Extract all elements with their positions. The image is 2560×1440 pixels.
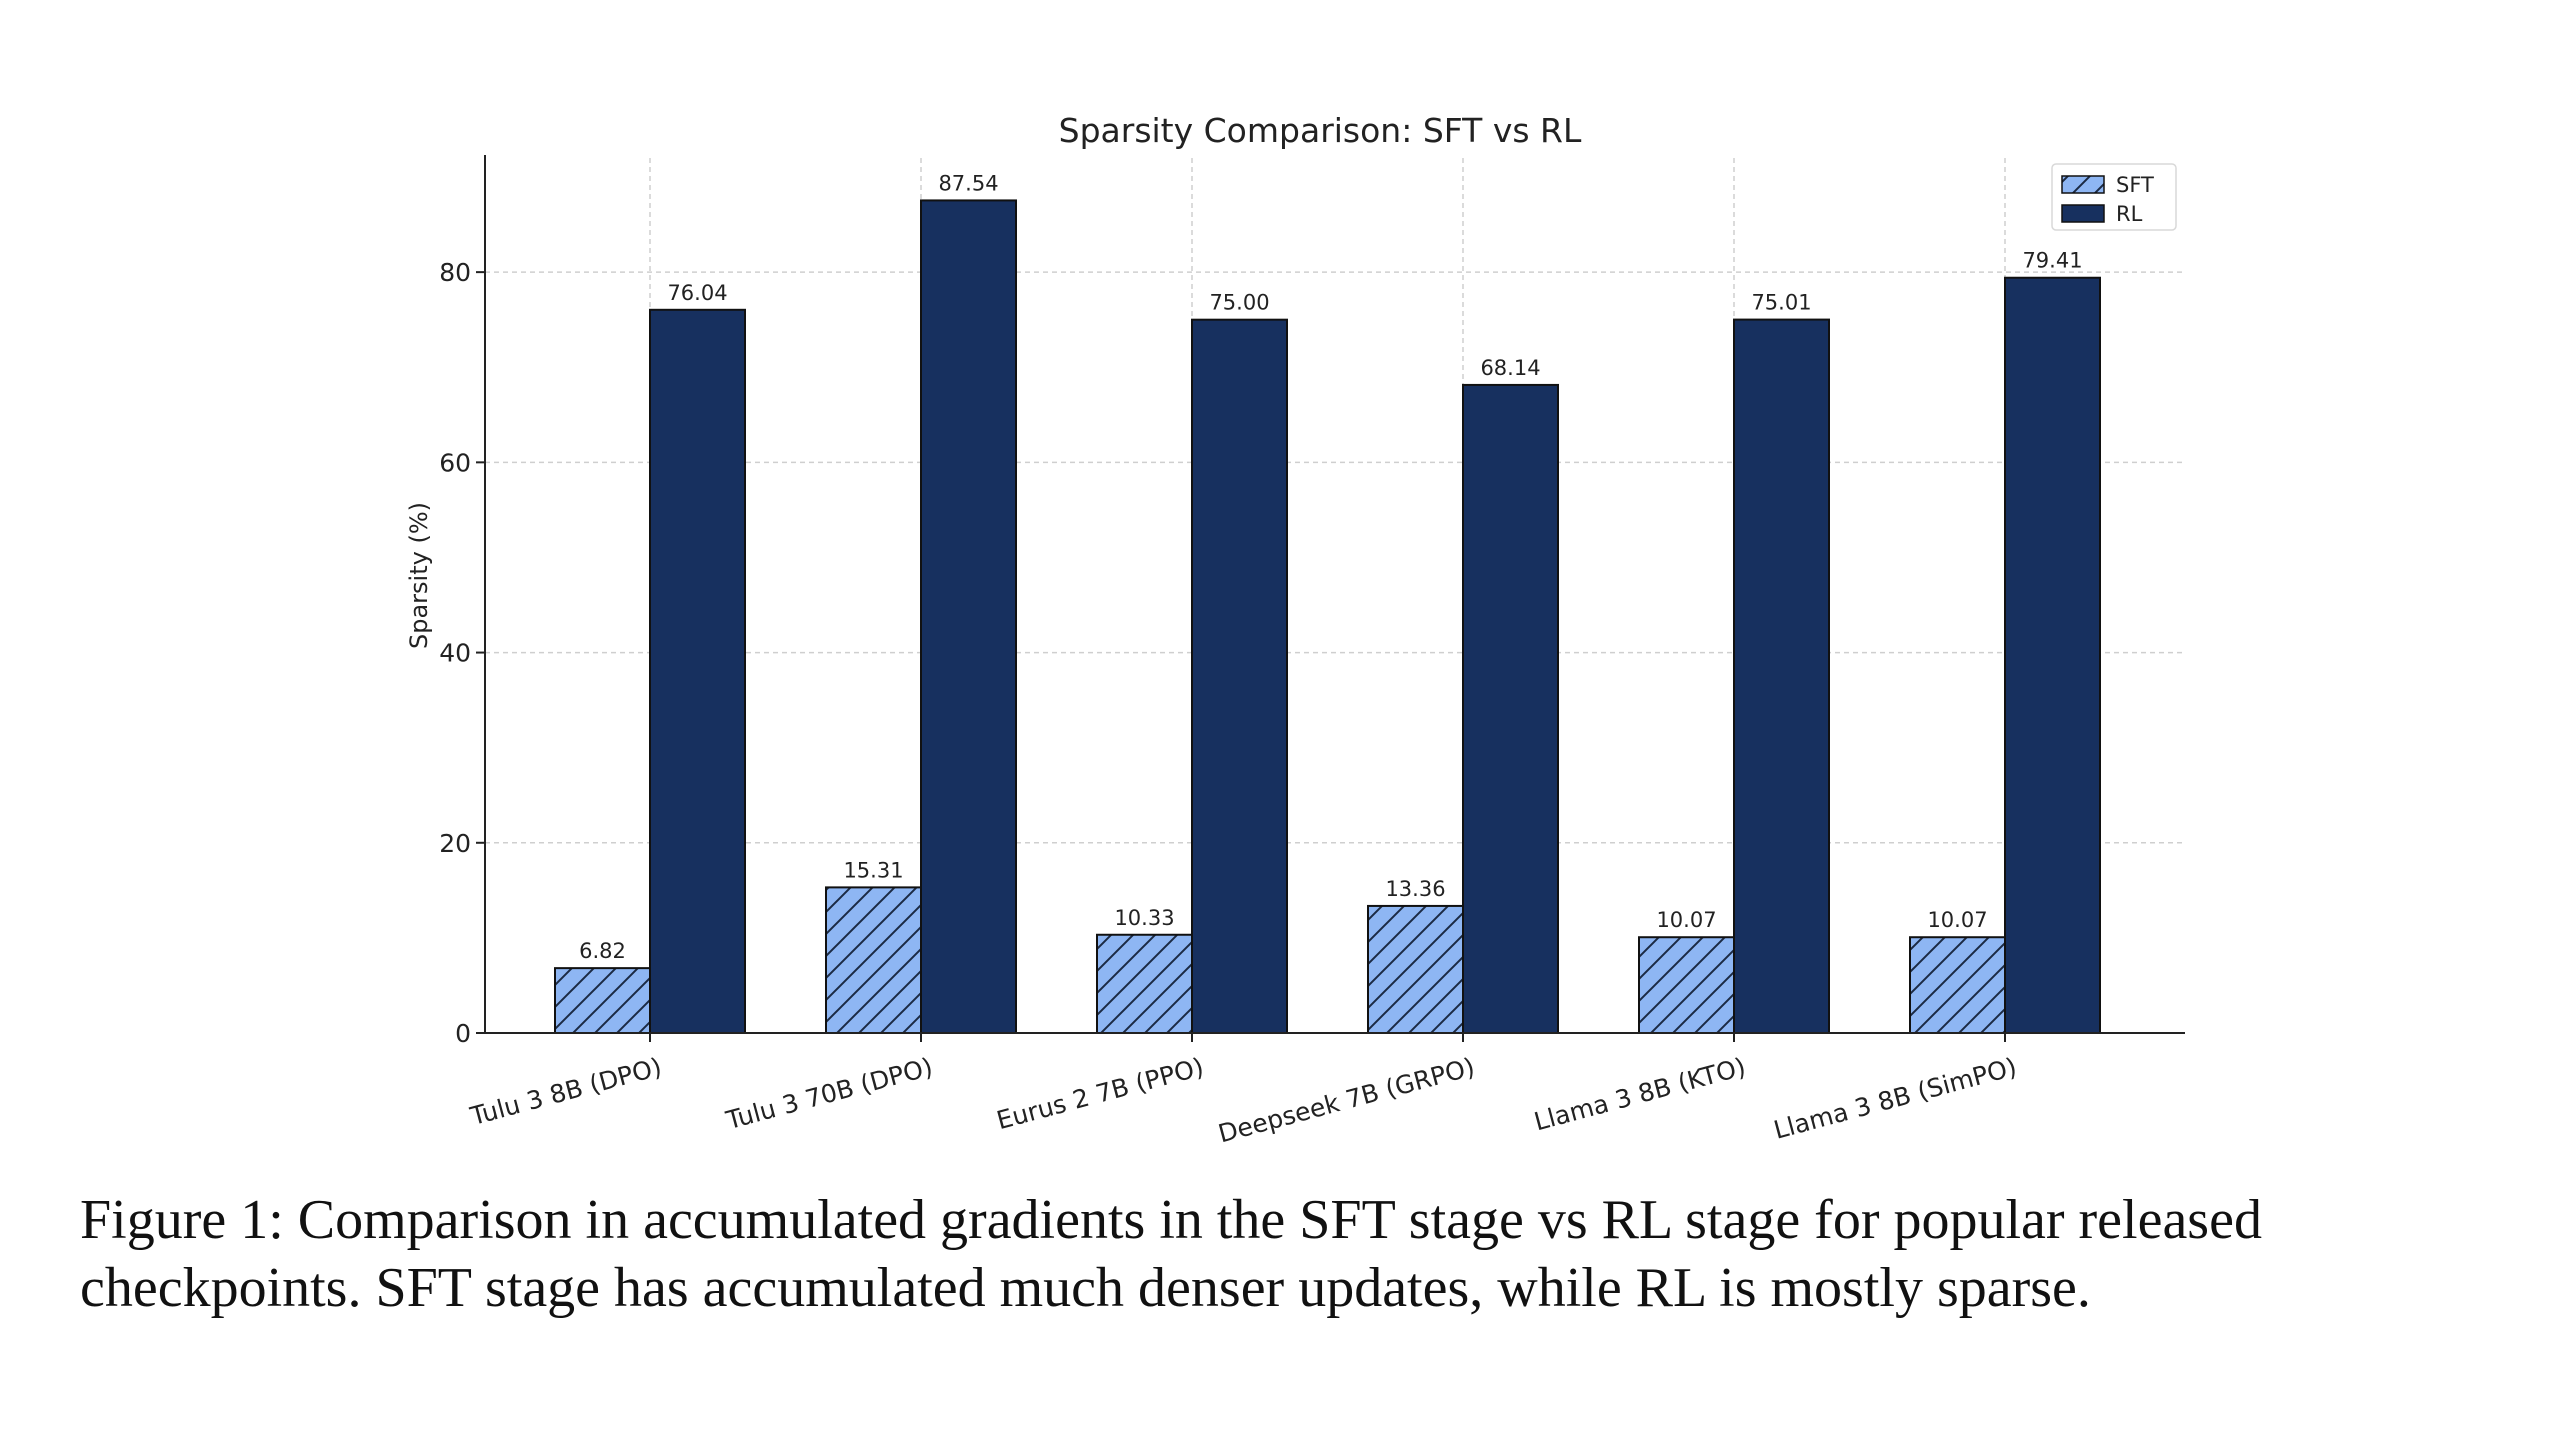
chart-title: Sparsity Comparison: SFT vs RL bbox=[1059, 111, 1582, 150]
bar-rl-1 bbox=[920, 199, 1017, 1035]
x-tick-label: Llama 3 8B (KTO) bbox=[1531, 1052, 1749, 1136]
bar-rl-3 bbox=[1462, 383, 1559, 1035]
bar-rl-5 bbox=[2004, 276, 2101, 1035]
bar-rl-0 bbox=[649, 308, 746, 1035]
y-axis-label: Sparsity (%) bbox=[405, 502, 433, 649]
bar-sft-4 bbox=[1638, 936, 1735, 1034]
data-label-rl-1: 87.54 bbox=[938, 171, 998, 195]
data-label-rl-3: 68.14 bbox=[1480, 356, 1540, 380]
axes bbox=[484, 155, 2185, 1034]
data-label-rl-5: 79.41 bbox=[2022, 249, 2082, 273]
bar-sft-3 bbox=[1367, 904, 1464, 1034]
y-tick-label: 60 bbox=[439, 448, 471, 477]
x-tick-label: Eurus 2 7B (PPO) bbox=[994, 1052, 1207, 1135]
y-tick-label: 20 bbox=[439, 829, 471, 858]
legend-swatch-sft bbox=[2061, 175, 2105, 194]
x-tick-label: Deepseek 7B (GRPO) bbox=[1215, 1052, 1478, 1148]
data-labels: 6.82 15.31 10.33 13.36 10.07 10.07 76.04 87.54 7… bbox=[579, 171, 2082, 963]
x-tick-label: Tulu 3 70B (DPO) bbox=[722, 1052, 936, 1135]
bars bbox=[554, 199, 2101, 1035]
x-axis-ticks: Tulu 3 8B (DPO) Tulu 3 70B (DPO) Eurus 2 7… bbox=[467, 1033, 2020, 1148]
figure-caption: Figure 1: Comparison in accumulated grad… bbox=[80, 1189, 2262, 1319]
y-tick-label: 40 bbox=[439, 639, 471, 668]
data-label-rl-0: 76.04 bbox=[667, 281, 727, 305]
y-tick-label: 80 bbox=[439, 258, 471, 287]
legend-label-rl: RL bbox=[2116, 202, 2143, 226]
data-label-sft-0: 6.82 bbox=[579, 939, 626, 963]
x-tick-label: Llama 3 8B (SimPO) bbox=[1771, 1052, 2020, 1145]
data-label-sft-3: 13.36 bbox=[1385, 877, 1445, 901]
bar-sft-2 bbox=[1096, 933, 1193, 1035]
bar-sft-1 bbox=[825, 886, 922, 1035]
bar-sft-0 bbox=[554, 967, 651, 1034]
bar-sft-5 bbox=[1909, 936, 2006, 1034]
sparsity-bar-chart: Sparsity Comparison: SFT vs RL 6.82 15.31… bbox=[405, 111, 2185, 1148]
bar-rl-2 bbox=[1191, 318, 1288, 1035]
data-label-sft-1: 15.31 bbox=[843, 858, 903, 882]
y-tick-label: 0 bbox=[455, 1019, 471, 1048]
x-tick-label: Tulu 3 8B (DPO) bbox=[467, 1052, 665, 1131]
legend-swatch-rl bbox=[2061, 204, 2105, 223]
data-label-rl-4: 75.01 bbox=[1751, 291, 1811, 315]
bar-rl-4 bbox=[1733, 318, 1830, 1034]
data-label-rl-2: 75.00 bbox=[1209, 291, 1269, 315]
data-label-sft-4: 10.07 bbox=[1656, 908, 1716, 932]
legend: SFT RL bbox=[2051, 163, 2177, 231]
y-axis-ticks: 0 20 40 60 80 bbox=[439, 258, 485, 1048]
legend-label-sft: SFT bbox=[2116, 173, 2154, 197]
data-label-sft-5: 10.07 bbox=[1927, 908, 1987, 932]
data-label-sft-2: 10.33 bbox=[1114, 906, 1174, 930]
